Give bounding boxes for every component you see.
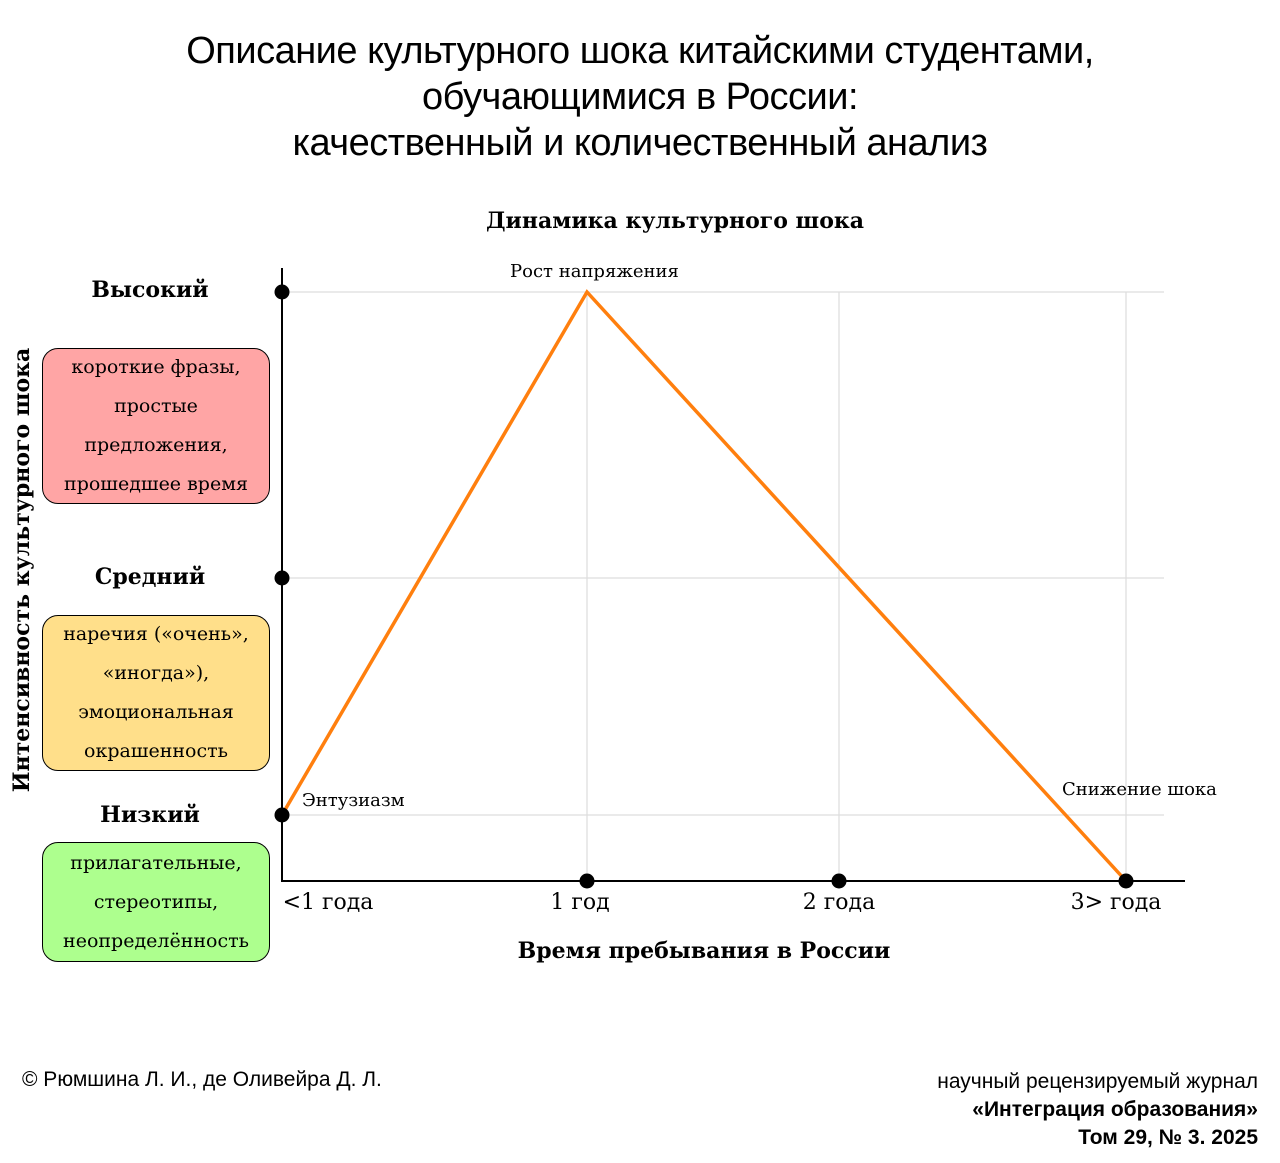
level-label-high: Высокий — [91, 277, 209, 303]
gridlines — [282, 291, 1164, 881]
level-label-medium: Средний — [94, 564, 206, 590]
page-title: Описание культурного шока китайскими сту… — [0, 28, 1280, 166]
y-marker-low — [274, 807, 290, 823]
footer-authors: © Рюмшина Л. И., де Оливейра Д. Л. — [22, 1068, 382, 1091]
journal-issue: Том 29, № 3. 2025 — [1078, 1126, 1258, 1149]
x-tick-2: 2 года — [802, 890, 876, 915]
level-box-medium: наречия («очень», «иногда»), эмоциональн… — [42, 615, 270, 771]
y-marker-medium — [274, 570, 290, 586]
shock-line — [280, 289, 1128, 883]
title-line-3: качественный и количественный анализ — [292, 122, 988, 164]
title-line-1: Описание культурного шока китайскими сту… — [186, 30, 1094, 72]
level-label-low: Низкий — [100, 802, 200, 828]
level-box-high: короткие фразы, простые предложения, про… — [42, 348, 270, 504]
title-line-2: обучающимися в России: — [421, 76, 859, 118]
x-marker-1 — [579, 873, 595, 889]
x-tick-3: 3> года — [1070, 890, 1162, 915]
annotation-peak: Рост напряжения — [510, 261, 679, 282]
journal-type: научный рецензируемый журнал — [937, 1070, 1258, 1093]
x-marker-3 — [1118, 873, 1134, 889]
journal-name: «Интеграция образования» — [972, 1098, 1258, 1121]
annotation-end: Снижение шока — [1062, 779, 1217, 800]
x-tick-0: <1 года — [282, 890, 374, 915]
x-tick-1: 1 год — [550, 890, 610, 915]
y-marker-high — [274, 284, 290, 300]
footer-journal: научный рецензируемый журнал «Интеграция… — [937, 1068, 1258, 1152]
level-box-low: прилагательные, стереотипы, неопределённ… — [42, 842, 270, 962]
chart-title: Динамика культурного шока — [485, 208, 865, 234]
annotation-start: Энтузиазм — [302, 790, 405, 811]
x-marker-2 — [831, 873, 847, 889]
x-axis-label: Время пребывания в России — [517, 938, 891, 964]
